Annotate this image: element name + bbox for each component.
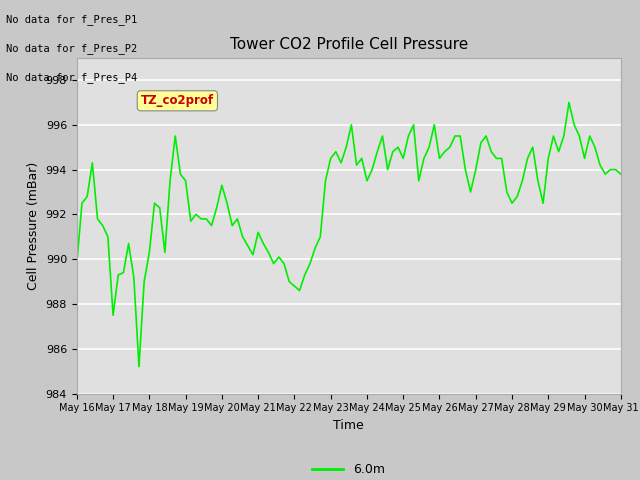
Title: Tower CO2 Profile Cell Pressure: Tower CO2 Profile Cell Pressure	[230, 37, 468, 52]
Text: No data for f_Pres_P2: No data for f_Pres_P2	[6, 43, 138, 54]
Legend: 6.0m: 6.0m	[307, 458, 390, 480]
Text: No data for f_Pres_P1: No data for f_Pres_P1	[6, 14, 138, 25]
X-axis label: Time: Time	[333, 419, 364, 432]
Text: TZ_co2prof: TZ_co2prof	[141, 94, 214, 108]
Text: No data for f_Pres_P4: No data for f_Pres_P4	[6, 72, 138, 83]
Y-axis label: Cell Pressure (mBar): Cell Pressure (mBar)	[27, 161, 40, 290]
